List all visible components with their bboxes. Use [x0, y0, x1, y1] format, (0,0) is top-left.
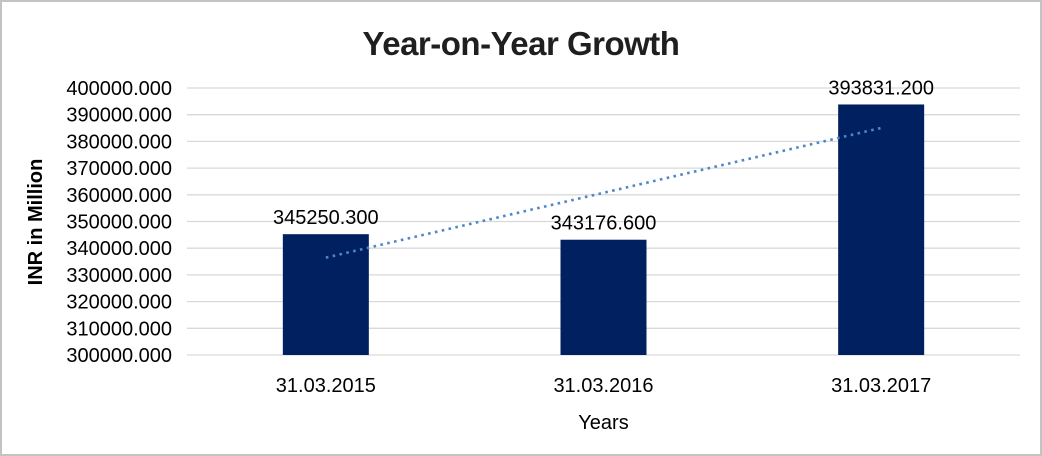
bar — [838, 104, 925, 355]
bar-data-label: 345250.300 — [273, 207, 379, 229]
bar-data-label: 393831.200 — [828, 77, 934, 99]
chart-title: Year-on-Year Growth — [362, 25, 680, 62]
x-axis-tick-label: 31.03.2017 — [831, 375, 931, 397]
trendline — [325, 126, 882, 259]
bar — [282, 234, 369, 355]
y-axis-tick-label: 310000.000 — [66, 318, 172, 340]
y-axis-tick-label: 300000.000 — [66, 345, 172, 367]
bar — [560, 239, 647, 355]
x-axis-tick-label: 31.03.2015 — [276, 375, 376, 397]
bar-data-label: 343176.600 — [551, 213, 657, 235]
y-axis-tick-label: 380000.000 — [66, 131, 172, 153]
y-axis-tick-label: 370000.000 — [66, 158, 172, 180]
y-axis-title: INR in Million — [25, 159, 47, 286]
y-axis-tick-label: 320000.000 — [66, 292, 172, 314]
y-axis-tick-label: 350000.000 — [66, 212, 172, 234]
y-axis-tick-label: 400000.000 — [66, 78, 172, 100]
y-axis-tick-label: 390000.000 — [66, 105, 172, 127]
x-axis-title: Years — [578, 412, 628, 434]
x-axis-tick-label: 31.03.2016 — [553, 375, 653, 397]
y-axis-tick-label: 330000.000 — [66, 265, 172, 287]
y-axis-tick-label: 340000.000 — [66, 238, 172, 260]
y-axis-tick-label: 360000.000 — [66, 185, 172, 207]
